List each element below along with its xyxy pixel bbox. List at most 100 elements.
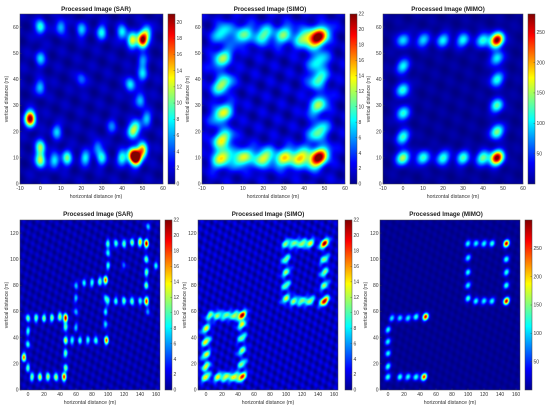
colorbar-tick-label: 0 [174,388,177,394]
colorbar [164,219,173,391]
y-tick-label: 80 [373,283,379,289]
y-tick-label: 20 [191,362,197,368]
x-tick-label: 50 [140,186,146,192]
x-tick-label: 40 [119,186,125,192]
y-tick-label: 120 [370,231,379,237]
colorbar-tick-label: 22 [354,218,360,224]
y-tick-label: 10 [376,156,382,162]
x-tick-label: 140 [314,392,323,398]
y-tick-label: 0 [16,388,19,394]
x-tick-label: 50 [322,186,328,192]
colorbar-tick-label: 10 [354,310,360,316]
x-tick-label: 60 [342,186,348,192]
x-tick-label: 80 [449,392,455,398]
colorbar-tick-label: 18 [359,43,365,49]
colorbar-tick-label: 10 [174,310,180,316]
x-tick-label: 40 [301,186,307,192]
x-tick-label: 10 [240,186,246,192]
x-tick-label: 20 [219,392,225,398]
y-tick-label: 0 [194,388,197,394]
x-tick-label: 30 [99,186,105,192]
colorbar-tick-label: 8 [354,326,357,332]
colorbar-ticks: 0 2 4 6 8 10 12 14 16 18 20 22 [350,218,360,394]
colorbar-tick-label: 14 [174,280,180,286]
colorbar-tick-label: 8 [177,117,180,123]
colorbar-tick-label: 250 [537,30,546,36]
x-ticks: -10 0 10 20 30 40 50 60 [198,182,348,192]
x-tick-label: 140 [136,392,145,398]
panel-sar-large: Processed Image (SAR) 0 20 40 60 80 100 120 140… [4,211,179,406]
x-tick-label: -10 [16,186,23,192]
y-ticks: 0 10 20 30 40 50 60 [13,25,22,188]
colorbar [167,13,176,185]
y-tick-label: 60 [376,25,382,31]
colorbar-tick-label: 0 [359,182,362,188]
y-tick-label: 40 [376,77,382,83]
y-tick-label: 20 [373,362,379,368]
x-ticks: 0 20 40 60 80 100 120 140 160 [27,388,161,398]
y-tick-label: 50 [13,51,19,57]
y-axis-label: vertical distance (m) [185,76,191,123]
colorbar [527,13,536,185]
y-ticks: 0 20 40 60 80 100 120 [370,231,382,394]
plot-frame [201,13,346,185]
y-tick-label: 20 [13,362,19,368]
colorbar-tick-label: 200 [537,60,546,66]
panel-title: Processed Image (MIMO) [411,6,485,13]
colorbar-tick-label: 22 [174,218,180,224]
x-tick-label: 0 [27,392,30,398]
x-tick-label: 20 [41,392,47,398]
y-tick-label: 0 [16,182,19,188]
x-tick-label: -10 [198,186,205,192]
x-tick-label: 20 [79,186,85,192]
y-tick-label: 50 [195,51,201,57]
y-tick-label: 80 [13,283,19,289]
x-tick-label: 0 [221,186,224,192]
x-tick-label: 160 [512,392,521,398]
plot-frame [382,13,524,185]
heatmap-image [198,220,338,390]
colorbar-tick-label: 12 [177,85,183,91]
colorbar-tick-label: 6 [177,133,180,139]
colorbar-tick-label: 0 [177,182,180,188]
y-tick-label: 100 [370,257,379,263]
plot-frame [197,219,339,391]
x-tick-label: 50 [500,186,506,192]
colorbar-tick-label: 150 [537,91,546,97]
colorbar-tick-label: 8 [359,120,362,126]
x-tick-label: 100 [104,392,113,398]
x-axis-label: horizontal distance (m) [247,194,300,200]
x-tick-label: 60 [251,392,257,398]
colorbar-tick-label: 4 [174,357,177,363]
colorbar-ticks: 0 2 4 6 8 10 12 14 16 18 20 22 [355,12,365,188]
colorbar-tick-label: 14 [359,74,365,80]
colorbar-tick-label: 20 [359,27,365,33]
x-tick-label: 20 [261,186,267,192]
x-tick-label: 20 [440,186,446,192]
colorbar-tick-label: 2 [174,372,177,378]
y-tick-label: 40 [191,335,197,341]
x-tick-label: 120 [120,392,129,398]
x-tick-label: 40 [480,186,486,192]
heatmap-image [20,14,163,184]
colorbar-tick-label: 8 [174,326,177,332]
panel-sar-small: Processed Image (SAR) -10 0 10 20 30 40 50 60 0… [4,6,182,200]
colorbar-tick-label: 12 [354,295,360,301]
y-tick-label: 0 [198,182,201,188]
y-tick-label: 40 [13,335,19,341]
y-tick-label: 60 [191,309,197,315]
x-tick-label: 40 [57,392,63,398]
x-tick-label: 80 [267,392,273,398]
colorbar-ticks: 50 100 150 200 250 [533,30,546,157]
y-tick-label: 0 [376,388,379,394]
x-axis-label: horizontal distance (m) [70,194,123,200]
x-tick-label: 80 [89,392,95,398]
y-tick-label: 60 [13,25,19,31]
colorbar-tick-label: 18 [354,249,360,255]
y-ticks: 0 20 40 60 80 100 120 [10,231,22,394]
colorbar-tick-label: 4 [354,357,357,363]
x-tick-label: 160 [330,392,339,398]
x-tick-label: 40 [235,392,241,398]
x-tick-label: 160 [152,392,161,398]
x-tick-label: 20 [401,392,407,398]
